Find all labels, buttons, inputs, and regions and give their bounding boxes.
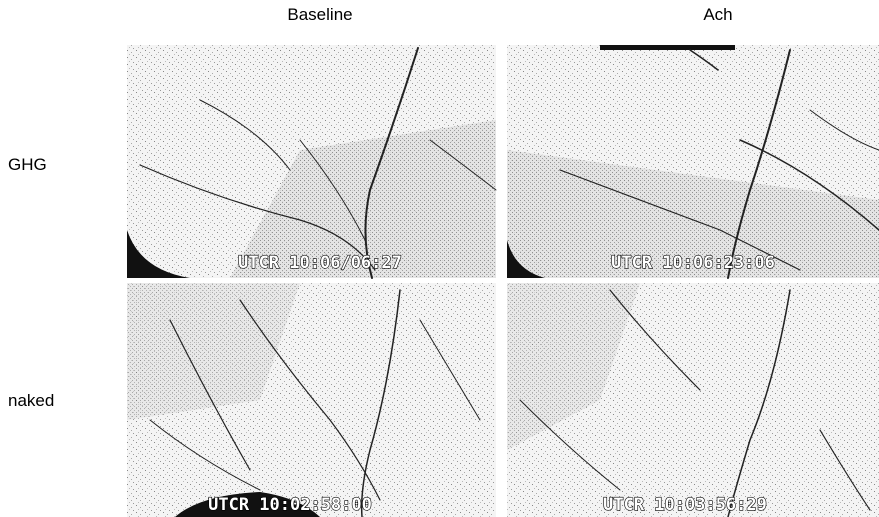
timestamp: UTCR 10:02:58:00 [208, 495, 372, 515]
image-panel: UTCR 10:06:23:06 [507, 45, 879, 279]
column-header: Ach [703, 5, 732, 24]
timestamp: UTCR 10:06:23:06 [611, 253, 775, 273]
row-header: GHG [8, 155, 47, 174]
image-panel: UTCR 10:02:58:00 [127, 283, 496, 517]
row-header: naked [8, 391, 54, 410]
image-panel: UTCR 10:03:56:29 [507, 283, 879, 517]
image-panel: UTCR 10:06/06:27 [127, 45, 497, 279]
timestamp: UTCR 10:03:56:29 [603, 495, 767, 515]
timestamp: UTCR 10:06/06:27 [238, 253, 402, 273]
column-header: Baseline [287, 5, 352, 24]
